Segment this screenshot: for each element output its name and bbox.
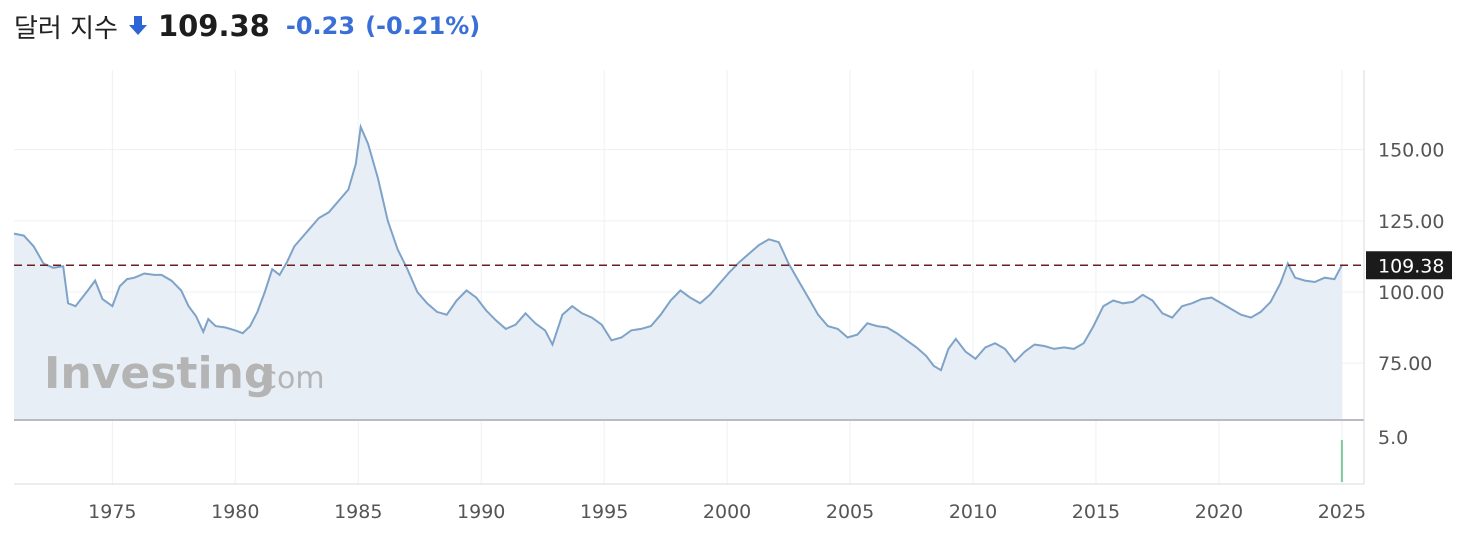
price-area-fill: [14, 126, 1342, 421]
price-tag: 109.38: [1366, 251, 1452, 280]
x-tick-label: 2000: [703, 501, 751, 523]
price-tag-label: 109.38: [1378, 255, 1444, 277]
x-tick-label: 2025: [1318, 501, 1366, 523]
price-change: -0.23: [285, 12, 356, 40]
y-tick-label: 150.00: [1378, 140, 1444, 162]
quote-header: 달러 지수 109.38 -0.23 (-0.21%): [14, 6, 480, 46]
chart-grid: [14, 70, 1364, 484]
x-tick-label: 1980: [211, 501, 259, 523]
x-tick-label: 2005: [826, 501, 874, 523]
watermark-suffix: .com: [251, 361, 325, 396]
y-tick-label: 100.00: [1378, 282, 1444, 304]
price-line: [13, 123, 1343, 372]
watermark-logo: Investing .com: [44, 348, 325, 399]
x-tick-label: 2015: [1072, 501, 1120, 523]
x-tick-label: 2020: [1195, 501, 1243, 523]
x-tick-label: 1975: [88, 501, 136, 523]
last-price: 109.38: [157, 9, 270, 43]
arrow-down-icon: [128, 16, 147, 35]
x-tick-label: 1990: [457, 501, 505, 523]
price-tag-background: [1366, 251, 1452, 280]
x-tick-label: 2010: [949, 501, 997, 523]
x-tick-label: 1995: [580, 501, 628, 523]
y-axis: 75.00 100.00 125.00 150.00: [1378, 140, 1444, 375]
watermark-brand: Investing: [44, 348, 275, 399]
volume-tick-label: 5.0: [1378, 427, 1408, 449]
x-axis: 1975 1980 1985 1990 1995 2000 2005 2010 2015 2020…: [88, 501, 1366, 523]
price-change-percent: (-0.21%): [365, 12, 481, 40]
x-tick-label: 1985: [334, 501, 382, 523]
y-tick-label: 75.00: [1378, 353, 1432, 375]
y-tick-label: 125.00: [1378, 211, 1444, 233]
instrument-title: 달러 지수: [14, 13, 118, 44]
